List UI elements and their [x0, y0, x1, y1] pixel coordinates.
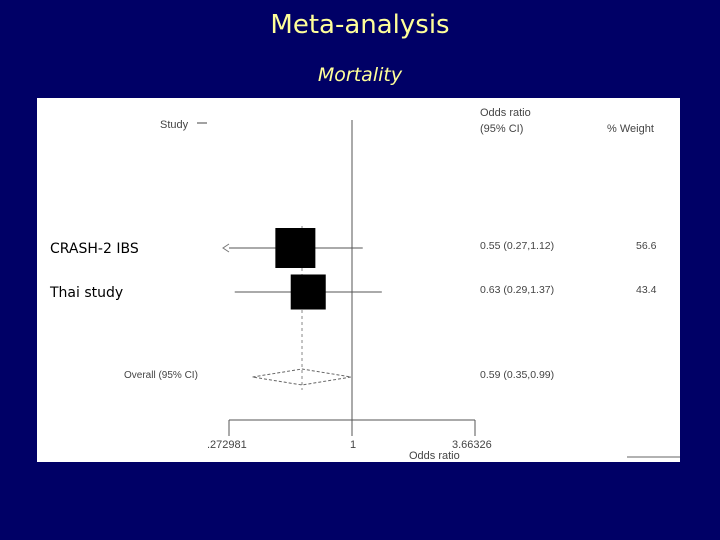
- study-column-header: Study: [160, 119, 189, 131]
- study-weight-square: [275, 228, 316, 268]
- ci-column-header: (95% CI): [480, 123, 523, 135]
- weight-column-header: % Weight: [607, 123, 654, 135]
- study-weight-square: [290, 274, 326, 310]
- study-row-label: CRASH-2 IBS: [50, 241, 139, 257]
- overall-label: Overall (95% CI): [124, 370, 198, 381]
- overall-ci-text: 0.59 (0.35,0.99): [480, 369, 554, 381]
- study-ci-text: 0.63 (0.29,1.37): [480, 284, 554, 296]
- overall-diamond: [252, 368, 352, 386]
- x-axis-label: Odds ratio: [409, 450, 460, 462]
- x-tick-label-ref: 1: [350, 439, 356, 451]
- forest-plot: Study Odds ratio (95% CI) % Weight Overa…: [124, 107, 680, 462]
- slide-subtitle: Mortality: [317, 64, 403, 86]
- x-tick-label-max: 3.66326: [452, 439, 492, 451]
- study-row-label: Thai study: [50, 285, 124, 301]
- odds-ratio-column-header: Odds ratio: [480, 107, 531, 119]
- forest-plot-panel: Study Odds ratio (95% CI) % Weight Overa…: [37, 98, 680, 462]
- slide-title: Meta-analysis: [270, 10, 450, 40]
- ci-clip-arrow: [222, 243, 230, 253]
- study-weight-text: 56.6: [636, 240, 657, 252]
- study-weight-text: 43.4: [636, 284, 657, 296]
- study-ci-text: 0.55 (0.27,1.12): [480, 240, 554, 252]
- x-tick-label-min: .272981: [207, 439, 247, 451]
